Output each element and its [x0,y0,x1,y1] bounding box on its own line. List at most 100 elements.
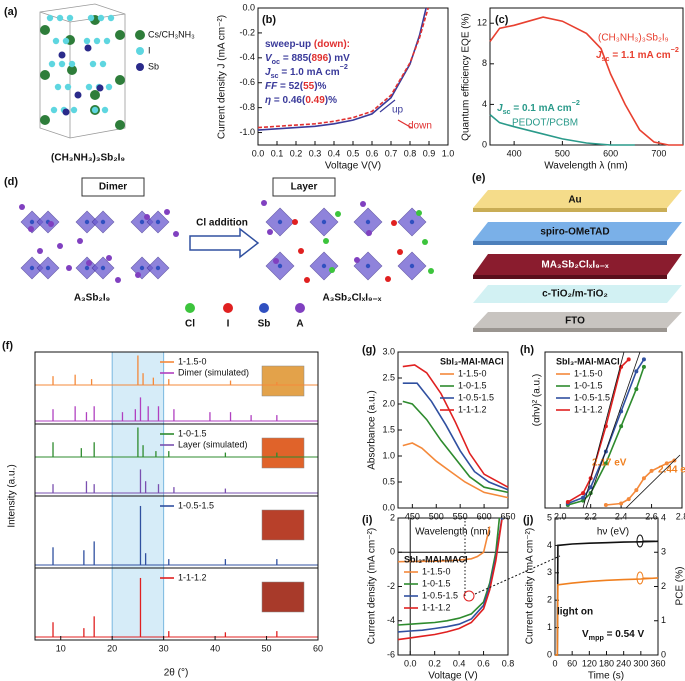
panel-label: (b) [262,14,276,26]
legend-label: 1-0.5-1.5 [422,590,458,600]
annotation-part: mpp [589,633,605,642]
x-tick-label: 0.6 [477,658,490,668]
legend-title: SbI₃-MAI-MACI [404,554,468,564]
x-tick-label: 240 [616,658,631,668]
y-tick-label: 4 [661,512,666,522]
circle-mark [636,571,644,585]
panel-label: (j) [523,514,534,526]
series-line [397,517,501,626]
layer [473,312,682,328]
annotation-part: FF [265,81,278,92]
x-axis-label: Voltage (V) [428,671,477,681]
x-axis-label: 2θ (°) [164,668,189,679]
annotation-part: = 1.0 mA cm [279,67,340,78]
y-axis-label: Absorbance (a.u.) [367,390,378,470]
annotation-part: 0.49 [305,95,325,106]
annotation-part: = 885( [280,53,312,64]
fit-line [582,351,625,509]
atom [115,277,121,283]
legend-label: 1-1-1.2 [422,602,451,612]
pointer [474,555,561,595]
x-tick-label: 0.7 [385,148,398,158]
x-tick-label: 400 [507,148,522,158]
atom [329,267,335,273]
atom [304,277,310,283]
title: Layer [291,182,318,193]
x-tick-label: 2.4 [615,511,628,521]
atom [428,268,434,274]
marker [588,485,593,490]
unit-cell-edge [39,11,71,23]
y-tick-label: 4 [482,99,487,109]
atom [144,214,150,220]
x-tick-label: 0.6 [366,148,379,158]
x-tick-label: 0.0 [252,148,265,158]
y-tick-label: 1 [547,622,552,632]
sample-photo [261,365,305,397]
legend-label: 1-0-1.5 [422,578,451,588]
marker [581,491,586,496]
marker [626,357,631,362]
atom [100,219,106,225]
caption: A₃Sb₂ClₓI₉₋ₓ [323,293,382,304]
series-line [257,7,429,129]
marker [603,503,608,508]
legend-dot [136,63,144,71]
atom [139,219,145,225]
series-label: up [392,105,404,116]
plot-frame [397,517,509,656]
marker [565,500,570,505]
annotation: 2.17 eV [592,458,627,469]
legend-dot [135,30,145,40]
series-line [555,577,659,656]
atom [409,219,415,225]
y-axis-label: Current density (mA cm⁻²) [525,528,536,644]
layer-edge [473,328,667,332]
y-tick-label: 0.0 [382,502,395,512]
annotation-part: (down): [314,39,350,50]
sample-photo [261,581,305,613]
atom [164,209,170,215]
y-tick-label: 0.5 [382,476,395,486]
layer-label: MA₃Sb₂ClₓI₉₋ₓ [541,260,609,271]
atom [105,83,113,91]
marker [581,495,586,500]
x-tick-label: 2.0 [554,511,567,521]
x-axis-label: Time (s) [588,671,624,681]
title-box [272,177,336,197]
series-line [402,382,509,491]
atom [173,231,179,237]
y-axis-label: Current density (mA cm⁻²) [367,528,378,644]
title: Dimer [99,182,127,193]
series-line [489,16,683,146]
annotation: 2.44 eV [658,465,685,476]
annotation-part: = 52( [277,81,304,92]
atom [360,201,366,207]
atom [19,204,25,210]
atom [321,219,327,225]
marker [634,387,639,392]
atom [48,221,54,227]
atom [84,219,90,225]
unit-cell [39,3,126,139]
atom [74,91,82,99]
plot-frame [544,351,683,509]
atom [91,106,99,114]
x-tick-label: 0.8 [502,658,515,668]
x-tick-label: 2.2 [584,511,597,521]
atom [97,14,105,22]
atom [62,37,70,45]
atom [273,258,279,264]
series-line [402,400,509,494]
legend-label: 1-0.5-1.5 [458,392,494,402]
annotation-part: sc [271,71,279,80]
atom [66,14,74,22]
atom [62,108,70,116]
circle-mark [463,590,475,602]
y-tick-label: 8 [482,58,487,68]
series-line [397,526,491,563]
atom [29,265,35,271]
y-tick-label: 3 [661,547,666,557]
x-tick-label: 0.2 [428,658,441,668]
